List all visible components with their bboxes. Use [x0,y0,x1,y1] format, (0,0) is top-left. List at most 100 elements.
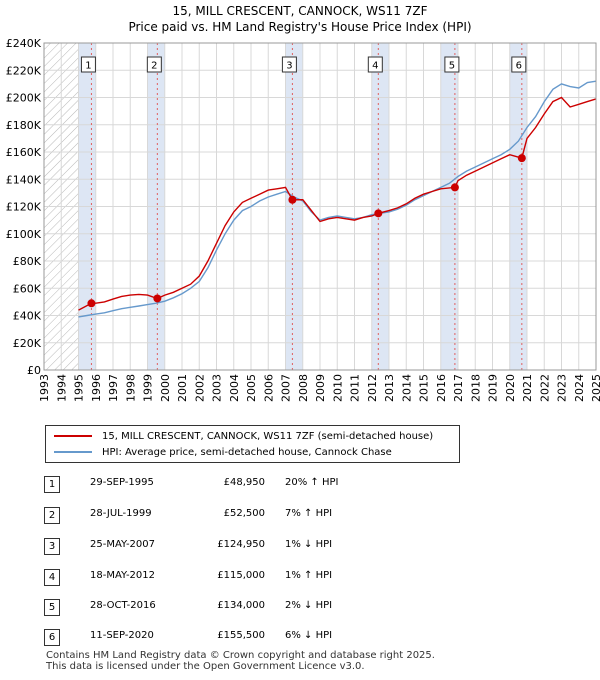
x-tick-label: 1995 [73,374,86,402]
sale-label-1: 1 [85,61,91,72]
x-tick-label: 1996 [90,374,103,402]
hpi-line [78,80,597,318]
row-number-badge: 5 [44,599,60,616]
x-tick-label: 2004 [228,374,241,402]
x-tick-label: 2024 [573,374,586,402]
row-hpi-change: 1% ↓ HPI [285,539,333,550]
x-tick-label: 2014 [400,374,413,402]
y-tick-label: £0 [27,364,41,377]
row-date: 25-MAY-2007 [90,539,156,550]
row-price: £115,000 [217,570,265,581]
sale-label-box-6 [511,56,527,73]
x-tick-label: 2023 [556,374,569,402]
x-tick-label: 2011 [349,374,362,402]
y-tick-label: £20K [13,337,42,350]
row-number-badge: 4 [44,569,60,586]
y-tick-label: £240K [6,37,42,50]
price-chart: 1 2 3 4 5 6 £0 £20K £40K £60K £80K £100K £120K £140K £… [6,37,600,402]
row-hpi-change: 1% ↑ HPI [285,570,333,581]
table-row: 4 18-MAY-2012 £115,000 1% ↑ HPI [0,569,600,587]
row-price: £124,950 [217,539,265,550]
sale-label-5: 5 [449,61,455,72]
x-tick-label: 2019 [487,374,500,402]
x-tick-label: 1994 [55,374,68,402]
legend-label-hpi: HPI: Average price, semi-detached house,… [102,446,392,458]
footer-licence: This data is licensed under the Open Gov… [46,661,365,672]
sale-point-1 [87,299,96,308]
legend-item-hpi: HPI: Average price, semi-detached house,… [54,445,392,459]
table-row: 5 28-OCT-2016 £134,000 2% ↓ HPI [0,599,600,617]
sale-label-3: 3 [286,61,292,72]
sale-point-5 [450,183,459,192]
y-tick-label: £140K [6,173,42,186]
x-tick-label: 2017 [452,374,465,402]
x-tick-label: 2015 [418,374,431,402]
row-number-badge: 1 [44,476,60,493]
legend-item-property: 15, MILL CRESCENT, CANNOCK, WS11 7ZF (se… [54,429,433,443]
chart-title-line1: 15, MILL CRESCENT, CANNOCK, WS11 7ZF [172,4,428,18]
sale-point-4 [374,209,383,218]
sale-label-box-4 [367,56,383,73]
sale-label-box-5 [444,56,460,73]
x-tick-label: 2007 [280,374,293,402]
legend: 15, MILL CRESCENT, CANNOCK, WS11 7ZF (se… [45,425,460,463]
row-date: 11-SEP-2020 [90,630,154,641]
y-tick-label: £40K [13,310,42,323]
row-price: £134,000 [217,600,265,611]
x-tick-label: 1997 [107,374,120,402]
sale-label-6: 6 [516,61,522,72]
x-tick-label: 2008 [297,374,310,402]
row-date: 29-SEP-1995 [90,477,154,488]
x-tick-label: 2018 [469,374,482,402]
y-tick-label: £100K [6,228,42,241]
row-hpi-change: 2% ↓ HPI [285,600,333,611]
row-date: 28-JUL-1999 [90,508,152,519]
x-tick-label: 2003 [211,374,224,402]
y-tick-label: £120K [6,201,42,214]
row-hpi-change: 20% ↑ HPI [285,477,339,488]
x-tick-label: 1993 [38,374,51,402]
plot-frame [43,42,597,371]
sale-point-6 [517,154,526,163]
table-row: 1 29-SEP-1995 £48,950 20% ↑ HPI [0,476,600,494]
x-tick-label: 2020 [504,374,517,402]
x-tick-label: 2009 [314,374,327,402]
legend-swatch-property [54,435,92,437]
x-tick-label: 2000 [159,374,172,402]
footer: Contains HM Land Registry data © Crown c… [46,650,435,672]
y-tick-label: £200K [6,92,42,105]
legend-label-property: 15, MILL CRESCENT, CANNOCK, WS11 7ZF (se… [102,430,434,442]
row-number-badge: 2 [44,507,60,524]
x-tick-label: 2001 [176,374,189,402]
footer-copyright: Contains HM Land Registry data © Crown c… [46,650,435,661]
row-number-badge: 3 [44,538,60,555]
x-tick-label: 2016 [435,374,448,402]
table-row: 3 25-MAY-2007 £124,950 1% ↓ HPI [0,538,600,556]
sale-label-box-1 [80,56,96,73]
row-date: 18-MAY-2012 [90,570,156,581]
x-tick-label: 1999 [142,374,155,402]
table-row: 6 11-SEP-2020 £155,500 6% ↓ HPI [0,629,600,647]
table-row: 2 28-JUL-1999 £52,500 7% ↑ HPI [0,507,600,525]
y-tick-label: £180K [6,119,42,132]
x-tick-label: 1998 [124,374,137,402]
sale-label-2: 2 [151,61,157,72]
row-price: £52,500 [223,508,265,519]
row-hpi-change: 7% ↑ HPI [285,508,333,519]
y-tick-label: £160K [6,146,42,159]
x-tick-label: 2010 [331,374,344,402]
y-tick-label: £80K [13,255,42,268]
row-date: 28-OCT-2016 [90,600,156,611]
sale-label-4: 4 [372,61,378,72]
sale-label-box-2 [146,56,162,73]
x-tick-label: 2013 [383,374,396,402]
x-tick-label: 2012 [366,374,379,402]
chart-title-line2: Price paid vs. HM Land Registry's House … [128,20,472,34]
row-price: £48,950 [223,477,265,488]
row-hpi-change: 6% ↓ HPI [285,630,333,641]
legend-swatch-hpi [54,451,92,453]
row-price: £155,500 [217,630,265,641]
sale-point-2 [153,294,162,303]
y-tick-label: £220K [6,64,42,77]
row-number-badge: 6 [44,629,60,646]
